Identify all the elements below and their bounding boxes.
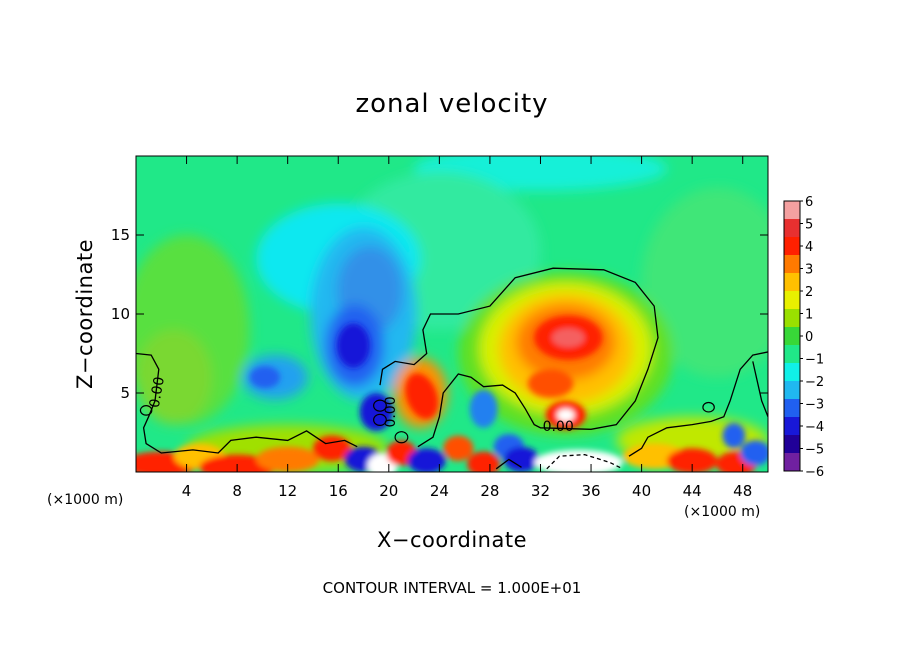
plot-area: 0.00 0.00 0.00	[136, 156, 768, 472]
contour-line	[752, 361, 768, 417]
x-tick-label: 32	[531, 482, 550, 500]
y-tick-label: 5	[120, 384, 130, 402]
x-tick-label: 24	[430, 482, 449, 500]
colorbar-tick-label: −5	[805, 443, 824, 458]
x-unit-left: (×1000 m)	[47, 492, 123, 508]
colorbar-swatch	[784, 435, 800, 454]
colorbar-tick-label: 3	[805, 263, 813, 278]
colorbar-tick-label: 1	[805, 308, 813, 323]
field-blob	[443, 435, 474, 461]
colorbar-tick-label: −3	[805, 398, 824, 413]
field-blob	[136, 329, 212, 425]
zero-contours: 0.00 0.00 0.00	[136, 267, 768, 470]
contour-loop	[702, 401, 715, 413]
field-blob	[199, 454, 276, 472]
field-blob	[467, 451, 501, 472]
colorbar-swatch	[784, 309, 800, 328]
colorbar-swatch	[784, 453, 800, 472]
field-blob	[527, 369, 574, 398]
contour-line-negative	[546, 453, 623, 470]
y-tick-label: 10	[111, 305, 130, 323]
colorbar-swatch	[784, 201, 800, 220]
contour-value-label: 0.00	[543, 419, 574, 435]
x-unit-right: (×1000 m)	[684, 504, 760, 520]
colorbar-tick-label: 6	[805, 195, 813, 210]
y-axis-label: Z−coordinate	[73, 239, 97, 389]
x-tick-label: 4	[182, 482, 192, 500]
contour-loop	[373, 413, 387, 426]
colorbar-swatch	[784, 417, 800, 436]
velocity-field	[136, 156, 768, 472]
field-blob	[405, 373, 439, 420]
chart-title: zonal velocity	[355, 89, 548, 119]
colorbar-swatch	[784, 399, 800, 418]
colorbar: 6 5 4 3 2 1 0 −1 −2 −3 −4 −5 −6	[783, 195, 824, 480]
x-tick-label: 8	[232, 482, 242, 500]
colorbar-tick-label: −2	[805, 375, 824, 390]
colorbar-tick-label: 0	[805, 330, 813, 345]
contour-line	[379, 267, 659, 448]
x-tick-label: 28	[480, 482, 499, 500]
contour-value-label: 0.00	[383, 396, 399, 427]
colorbar-swatch	[784, 255, 800, 274]
colorbar-tick-label: 2	[805, 285, 813, 300]
x-tick-label: 12	[278, 482, 297, 500]
contour-line	[136, 352, 358, 454]
colorbar-tick-label: −6	[805, 465, 824, 480]
field-blob	[249, 366, 281, 389]
field-blob	[256, 446, 320, 472]
y-tick-label: 15	[111, 226, 130, 244]
field-blob	[336, 323, 370, 368]
x-tick-label: 16	[329, 482, 348, 500]
contour-value-label: 0.00	[147, 376, 168, 409]
colorbar-swatch	[784, 345, 800, 364]
colorbar-swatch	[784, 327, 800, 346]
x-tick-label: 20	[379, 482, 398, 500]
colorbar-swatch	[784, 291, 800, 310]
colorbar-tick-label: 5	[805, 218, 813, 233]
contour-loop	[139, 405, 153, 416]
field-blob	[551, 328, 585, 348]
field-blob	[722, 423, 746, 449]
contour-loop	[394, 431, 409, 444]
contour-interval-note: CONTOUR INTERVAL = 1.000E+01	[323, 579, 582, 597]
field-blob	[740, 440, 768, 466]
x-tick-label: 36	[581, 482, 600, 500]
x-tick-label: 44	[683, 482, 702, 500]
field-blob	[407, 448, 446, 472]
field-blob	[641, 187, 768, 378]
field-blob	[666, 448, 718, 472]
contour-line	[628, 351, 768, 457]
field-blob	[556, 408, 575, 422]
field-blob	[503, 446, 540, 472]
x-tick-label: 48	[733, 482, 752, 500]
colorbar-swatch	[784, 381, 800, 400]
contour-line	[495, 458, 522, 470]
colorbar-swatch	[784, 273, 800, 292]
x-axis: 4 8 12 16 20 24 28 32 36 40 44 48	[182, 156, 752, 500]
field-smooth-layer	[136, 156, 768, 472]
field-blob	[534, 449, 623, 472]
colorbar-tick-label: −1	[805, 353, 824, 368]
colorbar-tick-label: −4	[805, 420, 824, 435]
colorbar-swatch	[784, 219, 800, 238]
x-tick-label: 40	[632, 482, 651, 500]
colorbar-tick-label: 4	[805, 240, 813, 255]
y-axis: 5 10 15	[111, 226, 768, 402]
contour-loop	[373, 399, 387, 412]
colorbar-swatch	[784, 363, 800, 382]
x-axis-label: X−coordinate	[377, 528, 527, 552]
field-blob	[469, 389, 498, 428]
colorbar-swatch	[784, 237, 800, 256]
field-detail-layer	[136, 315, 768, 472]
